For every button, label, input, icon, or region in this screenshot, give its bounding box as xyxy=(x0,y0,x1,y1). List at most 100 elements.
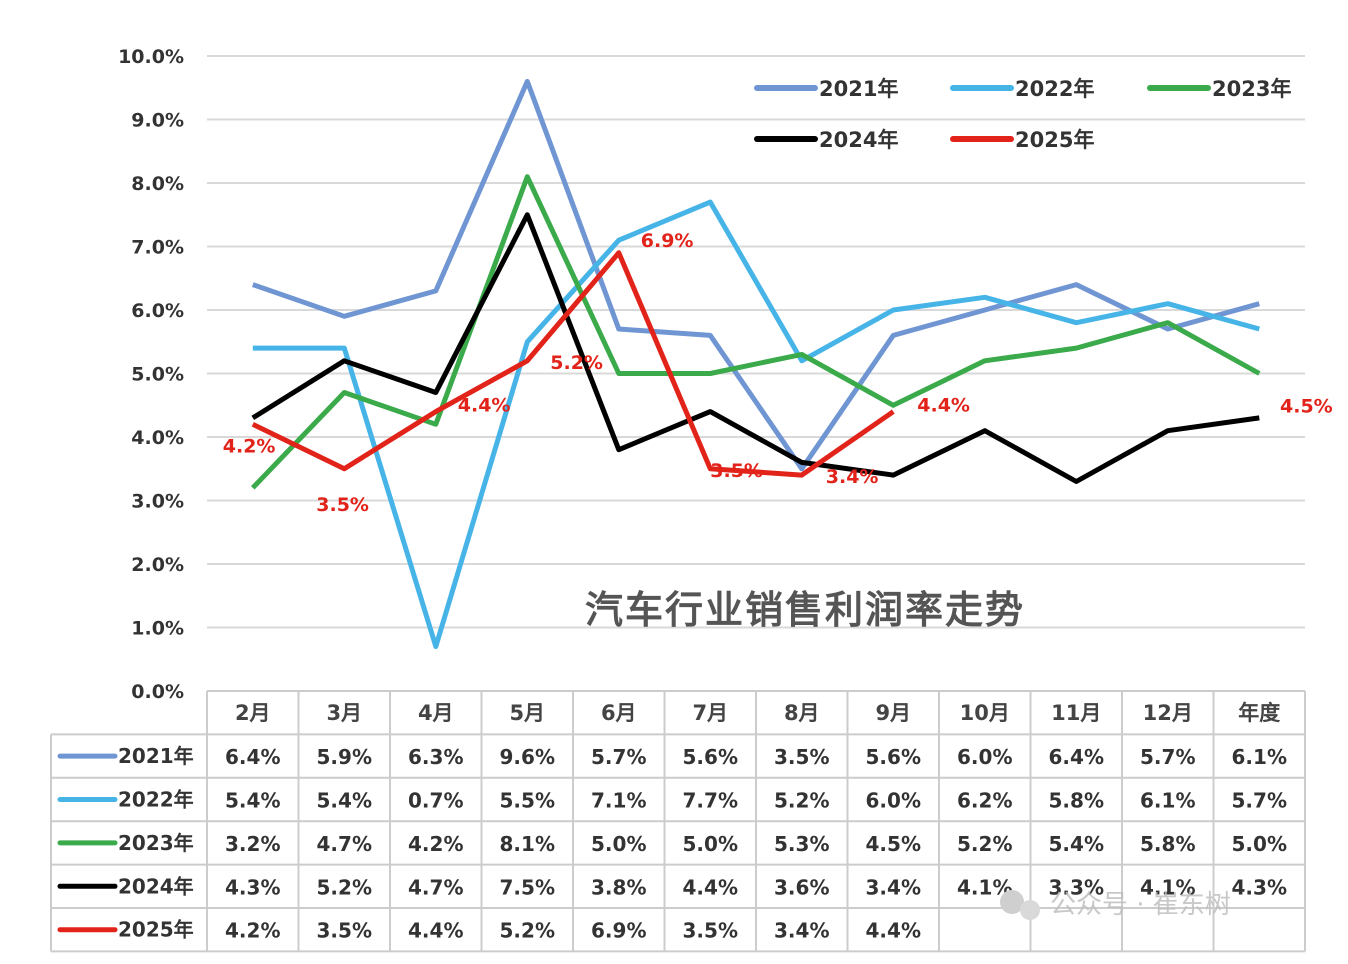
wechat-icon xyxy=(1000,890,1024,914)
table-cell: 6.9% xyxy=(591,919,646,943)
data-label: 3.5% xyxy=(710,460,763,482)
y-tick-label: 4.0% xyxy=(131,427,184,449)
table-cell: 5.7% xyxy=(1140,745,1195,769)
table-series-label: 2025年 xyxy=(118,918,194,942)
table-cell: 4.3% xyxy=(1232,875,1287,899)
series-line xyxy=(251,250,895,478)
chart-title: 汽车行业销售利润率走势 xyxy=(585,588,1025,632)
y-tick-label: 2.0% xyxy=(131,554,184,576)
data-label: 3.4% xyxy=(826,466,879,488)
table-series-label: 2023年 xyxy=(118,831,194,855)
table-cell: 6.1% xyxy=(1232,745,1287,769)
table-cell: 4.7% xyxy=(317,832,372,856)
y-tick-label: 7.0% xyxy=(131,237,184,259)
table-cell: 4.3% xyxy=(225,875,280,899)
table-cell: 5.5% xyxy=(500,789,555,813)
table-cell: 5.0% xyxy=(1232,832,1287,856)
table-cell: 3.3% xyxy=(1049,875,1104,899)
series-line xyxy=(251,212,1260,484)
table-cell: 6.4% xyxy=(225,745,280,769)
data-label: 4.2% xyxy=(223,435,276,457)
legend-label: 2022年 xyxy=(1015,77,1094,101)
table-cell: 3.5% xyxy=(774,745,829,769)
table-cell: 7.5% xyxy=(500,875,555,899)
table-cell: 5.3% xyxy=(774,832,829,856)
watermark-text: 公众号 · 崔东树 xyxy=(1050,890,1231,920)
x-tick-label: 4月 xyxy=(418,701,454,725)
data-label: 4.4% xyxy=(917,395,970,417)
table-cell: 3.2% xyxy=(225,832,280,856)
table-cell: 5.4% xyxy=(225,789,280,813)
legend-label: 2023年 xyxy=(1212,77,1291,101)
table-cell: 4.2% xyxy=(408,832,463,856)
data-label: 5.2% xyxy=(550,352,603,374)
x-tick-label: 5月 xyxy=(509,701,545,725)
table-cell: 6.0% xyxy=(866,789,921,813)
legend-label: 2021年 xyxy=(819,77,898,101)
y-tick-label: 10.0% xyxy=(118,46,184,68)
data-labels: 4.2% 3.5% 4.4% 5.2% 6.9% 3.5% 3.4% 4.4% 4.5% xyxy=(223,230,1333,516)
table-cell: 8.1% xyxy=(500,832,555,856)
data-label: 4.5% xyxy=(1280,395,1333,417)
data-label: 6.9% xyxy=(641,230,694,252)
table-cell: 4.2% xyxy=(225,919,280,943)
table-cell: 3.8% xyxy=(591,875,646,899)
table-cell: 6.4% xyxy=(1049,745,1104,769)
table-cell: 4.4% xyxy=(866,919,921,943)
table-cell: 6.3% xyxy=(408,745,463,769)
table-series-label: 2021年 xyxy=(118,744,194,768)
series-line xyxy=(251,78,1260,472)
table-cell: 5.0% xyxy=(683,832,738,856)
y-tick-label: 6.0% xyxy=(131,300,184,322)
table-cell: 4.1% xyxy=(1140,875,1195,899)
x-tick-label: 6月 xyxy=(601,701,637,725)
x-tick-label: 3月 xyxy=(326,701,362,725)
series-lines xyxy=(250,78,1261,649)
x-tick-label: 10月 xyxy=(960,701,1010,725)
table-cell: 5.4% xyxy=(317,789,372,813)
series-line xyxy=(252,199,1260,649)
x-tick-label: 12月 xyxy=(1143,701,1193,725)
y-tick-label: 0.0% xyxy=(131,681,184,703)
x-tick-label: 年度 xyxy=(1238,701,1280,725)
table-cell: 7.1% xyxy=(591,789,646,813)
table-cell: 5.2% xyxy=(957,832,1012,856)
x-tick-label: 2月 xyxy=(235,701,271,725)
x-tick-label: 9月 xyxy=(875,701,911,725)
table-series-label: 2024年 xyxy=(118,874,194,898)
y-tick-label: 9.0% xyxy=(131,110,184,132)
table-cell: 6.2% xyxy=(957,789,1012,813)
x-tick-label: 7月 xyxy=(692,701,728,725)
table-cell: 5.2% xyxy=(774,789,829,813)
table-cell: 5.0% xyxy=(591,832,646,856)
table-cell: 4.4% xyxy=(683,875,738,899)
table-cell: 5.7% xyxy=(591,745,646,769)
table-cell: 0.7% xyxy=(408,789,463,813)
table-cell: 3.4% xyxy=(774,919,829,943)
x-tick-label: 11月 xyxy=(1051,701,1101,725)
table-cell: 7.7% xyxy=(683,789,738,813)
y-tick-label: 3.0% xyxy=(131,491,184,513)
y-axis-ticks: 0.0% 1.0% 2.0% 3.0% 4.0% 5.0% 6.0% 7.0% 8.0% 9.0%… xyxy=(118,46,184,703)
watermark: 公众号 · 崔东树 xyxy=(1000,890,1231,920)
y-tick-label: 5.0% xyxy=(131,364,184,386)
table-cell: 5.6% xyxy=(683,745,738,769)
table-cell: 5.2% xyxy=(317,875,372,899)
table-series-label: 2022年 xyxy=(118,788,194,812)
data-label: 4.4% xyxy=(458,395,511,417)
legend-label: 2024年 xyxy=(819,128,898,152)
table-cell: 5.8% xyxy=(1049,789,1104,813)
table-cell: 5.9% xyxy=(317,745,372,769)
table-cell: 3.4% xyxy=(866,875,921,899)
table-cell: 3.5% xyxy=(683,919,738,943)
data-table: 2月 3月 4月 5月 6月 7月 8月 9月 10月 11月 12月 年度 2021年 6.4% 5.9%… xyxy=(50,690,1306,953)
table-cell: 5.8% xyxy=(1140,832,1195,856)
table-cell: 6.0% xyxy=(957,745,1012,769)
table-cell: 5.7% xyxy=(1232,789,1287,813)
legend-label: 2025年 xyxy=(1015,128,1094,152)
table-cell: 4.5% xyxy=(866,832,921,856)
table-cell: 4.4% xyxy=(408,919,463,943)
table-cell: 9.6% xyxy=(500,745,555,769)
table-cell: 3.6% xyxy=(774,875,829,899)
table-cell: 5.2% xyxy=(500,919,555,943)
